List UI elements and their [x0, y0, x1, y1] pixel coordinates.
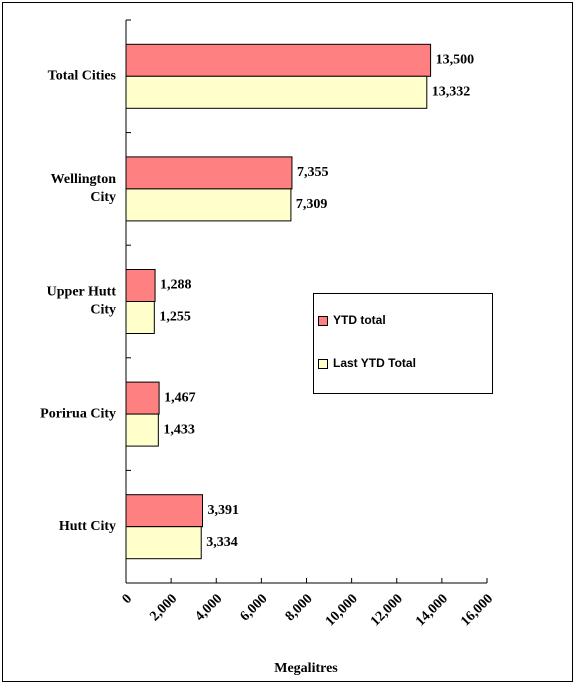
bar	[125, 526, 202, 560]
data-label: 13,500	[436, 53, 475, 68]
data-label: 1,467	[164, 390, 196, 405]
bar	[125, 43, 432, 77]
bar	[125, 301, 155, 334]
bar	[125, 269, 156, 302]
data-label: 1,288	[160, 278, 192, 293]
data-label: 7,355	[297, 165, 329, 180]
legend-box	[313, 293, 493, 394]
legend-label: YTD total	[333, 313, 386, 327]
y-tick-label: Upper Hutt City	[47, 285, 117, 318]
legend-swatch	[318, 316, 328, 326]
data-label: 3,334	[206, 535, 238, 550]
legend-label: Last YTD Total	[333, 356, 416, 370]
label-line: City	[90, 303, 116, 318]
y-tick-label: Hutt City	[59, 519, 116, 534]
data-label: 1,433	[163, 422, 195, 437]
y-tick-label: Total Cities	[48, 69, 117, 84]
data-label: 13,332	[432, 85, 471, 100]
bar	[125, 413, 159, 447]
label-line: Wellington	[51, 172, 117, 187]
legend-swatch	[318, 359, 328, 369]
data-label: 1,255	[159, 310, 191, 325]
bar	[125, 75, 428, 109]
label-line: Upper Hutt	[47, 285, 117, 300]
label-line: City	[90, 190, 116, 205]
bar	[125, 156, 293, 190]
x-axis-label: Megalitres	[274, 661, 338, 676]
bar	[125, 381, 160, 415]
bar	[125, 494, 204, 528]
y-tick-label: Wellington City	[51, 172, 117, 205]
bar	[125, 188, 292, 222]
data-label: 3,391	[208, 503, 240, 518]
data-label: 7,309	[296, 197, 328, 212]
y-tick-label: Porirua City	[40, 406, 116, 421]
